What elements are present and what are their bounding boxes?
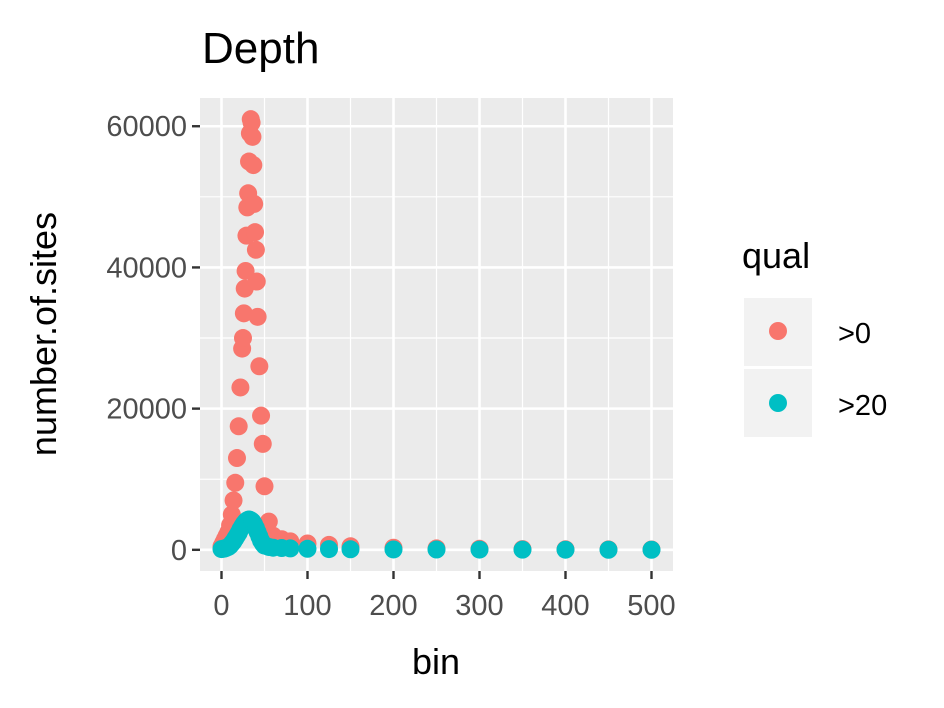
chart-title: Depth <box>202 24 319 73</box>
legend-title: qual <box>742 235 810 276</box>
data-point <box>234 304 253 323</box>
data-point <box>242 113 261 132</box>
y-axis: 0 20000 40000 60000 <box>106 111 200 567</box>
data-point <box>642 540 661 559</box>
data-point <box>556 540 575 559</box>
x-tick-label: 500 <box>627 590 675 622</box>
data-point <box>513 540 532 559</box>
data-point <box>341 540 360 559</box>
y-tick-label: 40000 <box>106 252 187 284</box>
data-point <box>252 406 271 425</box>
legend-label-0: >0 <box>838 318 871 350</box>
x-axis: 0 100 200 300 400 500 <box>213 571 676 622</box>
data-point <box>245 194 264 213</box>
data-point <box>236 261 255 280</box>
data-point <box>250 357 269 376</box>
data-point <box>224 491 243 510</box>
series-layer <box>212 110 661 559</box>
x-tick-label: 100 <box>283 590 331 622</box>
data-point <box>599 540 618 559</box>
data-point <box>384 540 403 559</box>
series-1 <box>212 510 661 559</box>
minor-grid <box>200 98 673 571</box>
legend: qual >0 >20 <box>742 235 887 437</box>
x-axis-title: bin <box>412 641 460 682</box>
legend-label-1: >20 <box>838 390 887 422</box>
data-point <box>229 417 248 436</box>
x-tick-label: 300 <box>455 590 503 622</box>
data-point <box>248 307 267 326</box>
legend-key-1 <box>769 394 787 412</box>
data-point <box>253 434 272 453</box>
x-tick-label: 200 <box>369 590 417 622</box>
y-tick-label: 60000 <box>106 111 187 143</box>
x-tick-label: 0 <box>213 590 229 622</box>
data-point <box>470 540 489 559</box>
data-point <box>246 223 265 242</box>
data-point <box>427 540 446 559</box>
data-point <box>247 272 266 291</box>
data-point <box>255 477 274 496</box>
y-tick-label: 20000 <box>106 394 187 426</box>
data-point <box>227 449 246 468</box>
data-point <box>246 240 265 259</box>
data-point <box>298 539 317 558</box>
y-axis-title: number.of.sites <box>23 212 64 456</box>
legend-key-0 <box>769 322 787 340</box>
data-point <box>226 473 245 492</box>
data-point <box>320 540 338 559</box>
y-tick-label: 0 <box>171 535 187 567</box>
data-point <box>231 378 250 397</box>
data-point <box>243 127 262 146</box>
data-point <box>281 539 300 558</box>
x-tick-label: 400 <box>541 590 589 622</box>
data-point <box>244 156 263 175</box>
data-point <box>234 329 252 348</box>
